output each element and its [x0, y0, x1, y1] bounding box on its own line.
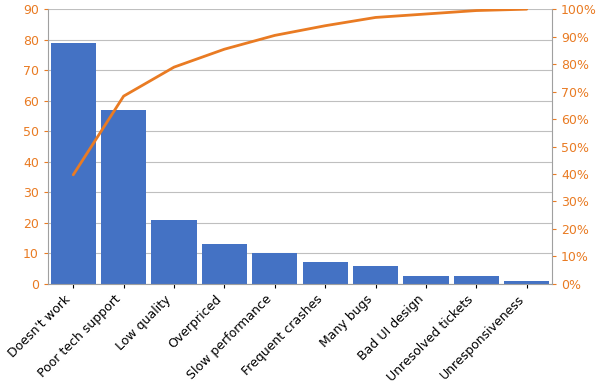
- Bar: [353, 265, 398, 284]
- Bar: [50, 43, 96, 284]
- Bar: [202, 244, 247, 284]
- Bar: [454, 276, 499, 284]
- Bar: [302, 263, 348, 284]
- Bar: [151, 220, 197, 284]
- Bar: [252, 253, 297, 284]
- Bar: [504, 281, 549, 284]
- Bar: [403, 276, 448, 284]
- Bar: [101, 110, 146, 284]
